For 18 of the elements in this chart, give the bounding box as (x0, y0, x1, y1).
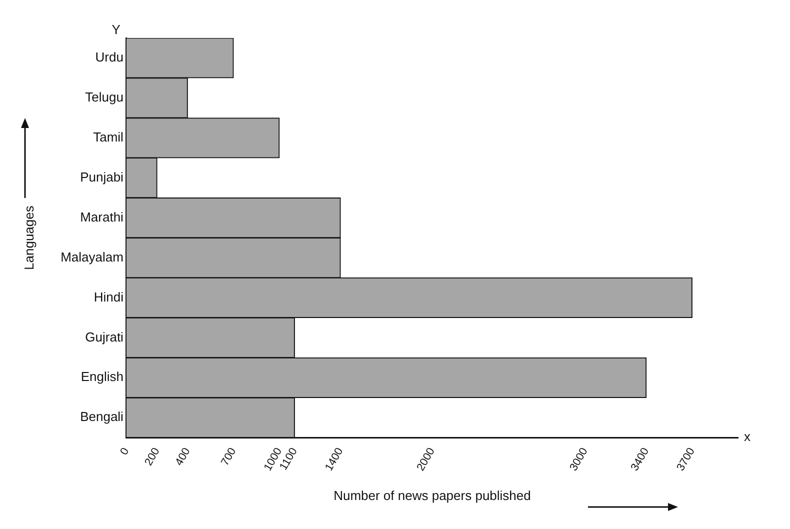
y-axis-title: Languages (21, 205, 36, 270)
y-tick-label: Hindi (94, 289, 124, 304)
x-axis-title: Number of news papers published (334, 488, 531, 503)
y-tick-label: Urdu (95, 50, 124, 65)
y-tick-label: Bengali (80, 409, 124, 424)
y-tick-label: English (80, 369, 124, 384)
x-tick-label: 400 (173, 446, 193, 468)
y-tick-label: Malayalam (60, 249, 124, 264)
y-tick-label: Telugu (85, 90, 124, 105)
x-tick-label: 0 (118, 446, 132, 458)
text: Y (112, 22, 121, 38)
x-tick-label: 700 (219, 446, 239, 468)
y-tick-label: Tamil (93, 129, 124, 144)
y-tick-label: Punjabi (80, 169, 124, 184)
text: x (744, 429, 751, 444)
x-tick-label: 200 (142, 446, 162, 468)
y-tick-label: Gujrati (85, 329, 124, 344)
y-tick-label: Marathi (80, 209, 124, 224)
